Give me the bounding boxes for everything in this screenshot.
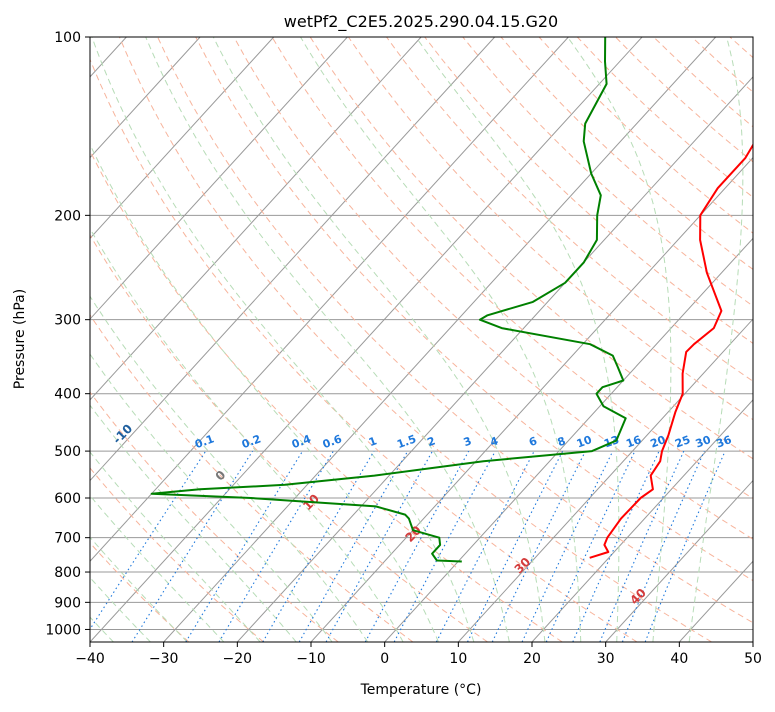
y-tick-label: 900	[54, 595, 81, 611]
y-tick-label: 600	[54, 491, 81, 507]
x-tick-label: 40	[670, 651, 688, 667]
y-tick-label: 300	[54, 313, 81, 329]
y-tick-label: 200	[54, 208, 81, 224]
y-tick-label: 800	[54, 565, 81, 581]
y-axis-label: Pressure (hPa)	[12, 289, 28, 389]
x-axis-label: Temperature (°C)	[360, 682, 482, 698]
chart-title: wetPf2_C2E5.2025.290.04.15.G20	[284, 12, 558, 32]
x-tick-label: 50	[744, 651, 762, 667]
x-tick-label: 0	[380, 651, 389, 667]
x-tick-label: −30	[149, 651, 179, 667]
x-tick-label: 30	[597, 651, 615, 667]
x-tick-label: −40	[75, 651, 105, 667]
x-tick-label: −10	[296, 651, 326, 667]
x-tick-label: 10	[449, 651, 467, 667]
x-tick-label: −20	[223, 651, 253, 667]
x-tick-label: 20	[523, 651, 541, 667]
y-tick-label: 500	[54, 444, 81, 460]
y-tick-label: 100	[54, 30, 81, 46]
y-tick-label: 700	[54, 531, 81, 547]
y-tick-label: 400	[54, 387, 81, 403]
y-tick-label: 1000	[45, 622, 81, 638]
